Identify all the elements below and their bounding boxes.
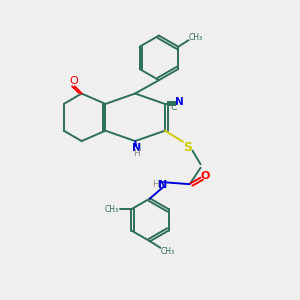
Text: H: H xyxy=(133,149,140,158)
Text: H: H xyxy=(152,180,159,189)
Text: CH₃: CH₃ xyxy=(160,247,174,256)
Text: O: O xyxy=(200,171,210,181)
Text: S: S xyxy=(183,140,192,154)
Text: O: O xyxy=(69,76,78,86)
Text: CH₃: CH₃ xyxy=(105,205,119,214)
Text: CH₃: CH₃ xyxy=(188,33,203,42)
Text: N: N xyxy=(158,180,167,190)
Text: N: N xyxy=(175,97,184,107)
Text: C: C xyxy=(170,103,177,112)
Text: N: N xyxy=(132,142,141,153)
